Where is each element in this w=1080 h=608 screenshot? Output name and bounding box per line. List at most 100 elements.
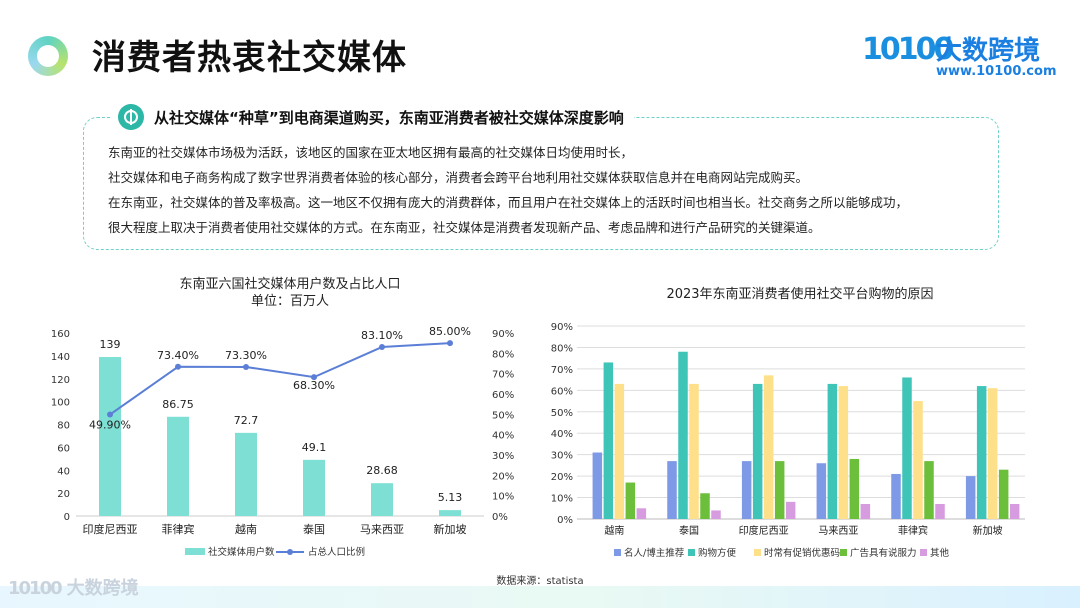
x-tick-label: 菲律宾 (162, 522, 195, 536)
line-point (311, 374, 317, 381)
legend-marker-line (287, 549, 293, 555)
legend-label: 购物方便 (698, 547, 737, 559)
y-tick-label: 60% (551, 386, 573, 397)
bar (711, 510, 721, 519)
y-tick-label: 10% (551, 494, 573, 505)
x-tick-label: 马来西亚 (360, 523, 404, 536)
line-data-label: 73.40% (157, 349, 199, 362)
bar (891, 473, 901, 519)
intro-text: 东南亚的社交媒体市场极为活跃，该地区的国家在亚太地区拥有最高的社交媒体日均使用时… (108, 140, 988, 240)
source-note: 数据来源：statista (496, 576, 584, 587)
bar-data-label: 5.13 (438, 491, 463, 504)
x-tick-label: 菲律宾 (898, 524, 928, 537)
right-y-tick-label: 40% (492, 431, 514, 442)
line-point (447, 340, 453, 347)
legend-label: 名人/博主推荐 (624, 547, 685, 559)
legend-swatch (754, 549, 761, 556)
x-tick-label: 泰国 (679, 524, 699, 537)
right-y-tick-label: 60% (492, 390, 514, 401)
left-chart-title: 东南亚六国社交媒体用户数及占比人口 (179, 277, 401, 292)
legend-label-bar: 社交媒体用户数 (208, 546, 275, 558)
legend-label: 其他 (930, 547, 950, 559)
bottom-band (0, 586, 1080, 608)
bar-data-label: 49.1 (302, 441, 327, 454)
bar (774, 461, 785, 519)
right-y-tick-label: 20% (492, 471, 514, 482)
line-data-label: 83.10% (361, 329, 403, 342)
bar-data-label: 72.7 (234, 414, 259, 427)
bar (924, 461, 934, 519)
legend-swatch (840, 549, 847, 556)
globe-icon (118, 104, 144, 130)
right-chart-title: 2023年东南亚消费者使用社交平台购物的原因 (666, 287, 934, 302)
right-y-tick-label: 70% (492, 370, 514, 381)
legend-label: 时常有促销优惠码 (764, 547, 840, 559)
line-data-label: 73.30% (225, 349, 267, 362)
left-y-tick-label: 0 (64, 512, 70, 523)
logo-url: www.10100.com (936, 64, 1057, 79)
bar (976, 386, 987, 519)
bar (913, 401, 923, 519)
x-tick-label: 泰国 (303, 522, 325, 536)
bar (678, 351, 688, 519)
intro-line: 很大程度上取决于消费者使用社交媒体的方式。在东南亚，社交媒体是消费者发现新产品、… (108, 220, 821, 235)
bar (849, 458, 860, 519)
left-y-tick-label: 140 (51, 352, 70, 363)
title-decoration-ring (28, 36, 68, 76)
bar-data-label: 139 (100, 338, 121, 351)
y-tick-label: 80% (551, 343, 573, 354)
left-y-tick-label: 80 (57, 421, 70, 432)
bar (303, 459, 325, 516)
bar (371, 483, 393, 516)
left-y-tick-label: 100 (51, 398, 70, 409)
line-data-label: 49.90% (89, 419, 131, 432)
x-tick-label: 新加坡 (973, 524, 1003, 537)
bar (935, 503, 945, 519)
line-point (379, 344, 385, 351)
line-data-label: 85.00% (429, 325, 471, 338)
bar (689, 383, 699, 519)
left-y-tick-label: 40 (57, 466, 70, 477)
bar (667, 461, 677, 519)
x-tick-label: 新加坡 (434, 522, 467, 536)
bar (785, 501, 796, 519)
line-series (109, 342, 451, 416)
bar (592, 452, 603, 519)
line-point (243, 363, 249, 370)
right-y-tick-label: 80% (492, 349, 514, 360)
bar (235, 432, 257, 516)
bar (987, 388, 998, 519)
legend-label: 广告具有说服力 (850, 547, 917, 559)
left-y-tick-label: 20 (57, 489, 70, 500)
x-tick-label: 马来西亚 (818, 525, 858, 537)
right-y-tick-label: 10% (492, 492, 514, 503)
bar (827, 383, 838, 519)
left-y-tick-label: 160 (51, 329, 70, 340)
intro-header: 从社交媒体“种草”到电商渠道购买，东南亚消费者被社交媒体深度影响 (112, 101, 634, 133)
left-chart: 0 20 40 60 80 100 120 140 160 0% 10% 20% 30% 40% 50% 60… (51, 325, 514, 558)
bar (816, 463, 827, 519)
bar (838, 386, 849, 519)
legend-swatch (614, 549, 621, 556)
x-tick-label: 越南 (604, 524, 624, 537)
intro-headline: 从社交媒体“种草”到电商渠道购买，东南亚消费者被社交媒体深度影响 (154, 108, 624, 127)
bar (763, 375, 774, 519)
x-tick-label: 越南 (235, 522, 257, 536)
bar (167, 416, 189, 516)
bar-data-label: 28.68 (366, 464, 398, 477)
y-tick-label: 20% (551, 472, 573, 483)
footer-logo-name: 大数跨境 (66, 578, 139, 599)
bar (603, 362, 614, 519)
bar (700, 493, 710, 519)
y-tick-label: 0% (557, 515, 573, 526)
line-point (107, 411, 113, 418)
bar (625, 482, 636, 519)
legend-label-line: 占总人口比例 (308, 546, 365, 558)
x-tick-label: 印度尼西亚 (83, 522, 138, 536)
bar (99, 357, 121, 516)
right-chart: 0% 10% 20% 30% 40% 50% 60% 70% 80% 90% 越南 泰国 印度尼西亚 马来… (551, 322, 1025, 559)
left-chart-subtitle: 单位：百万人 (250, 294, 329, 309)
right-y-tick-label: 90% (492, 329, 514, 340)
y-tick-label: 70% (551, 365, 573, 376)
y-tick-label: 40% (551, 429, 573, 440)
